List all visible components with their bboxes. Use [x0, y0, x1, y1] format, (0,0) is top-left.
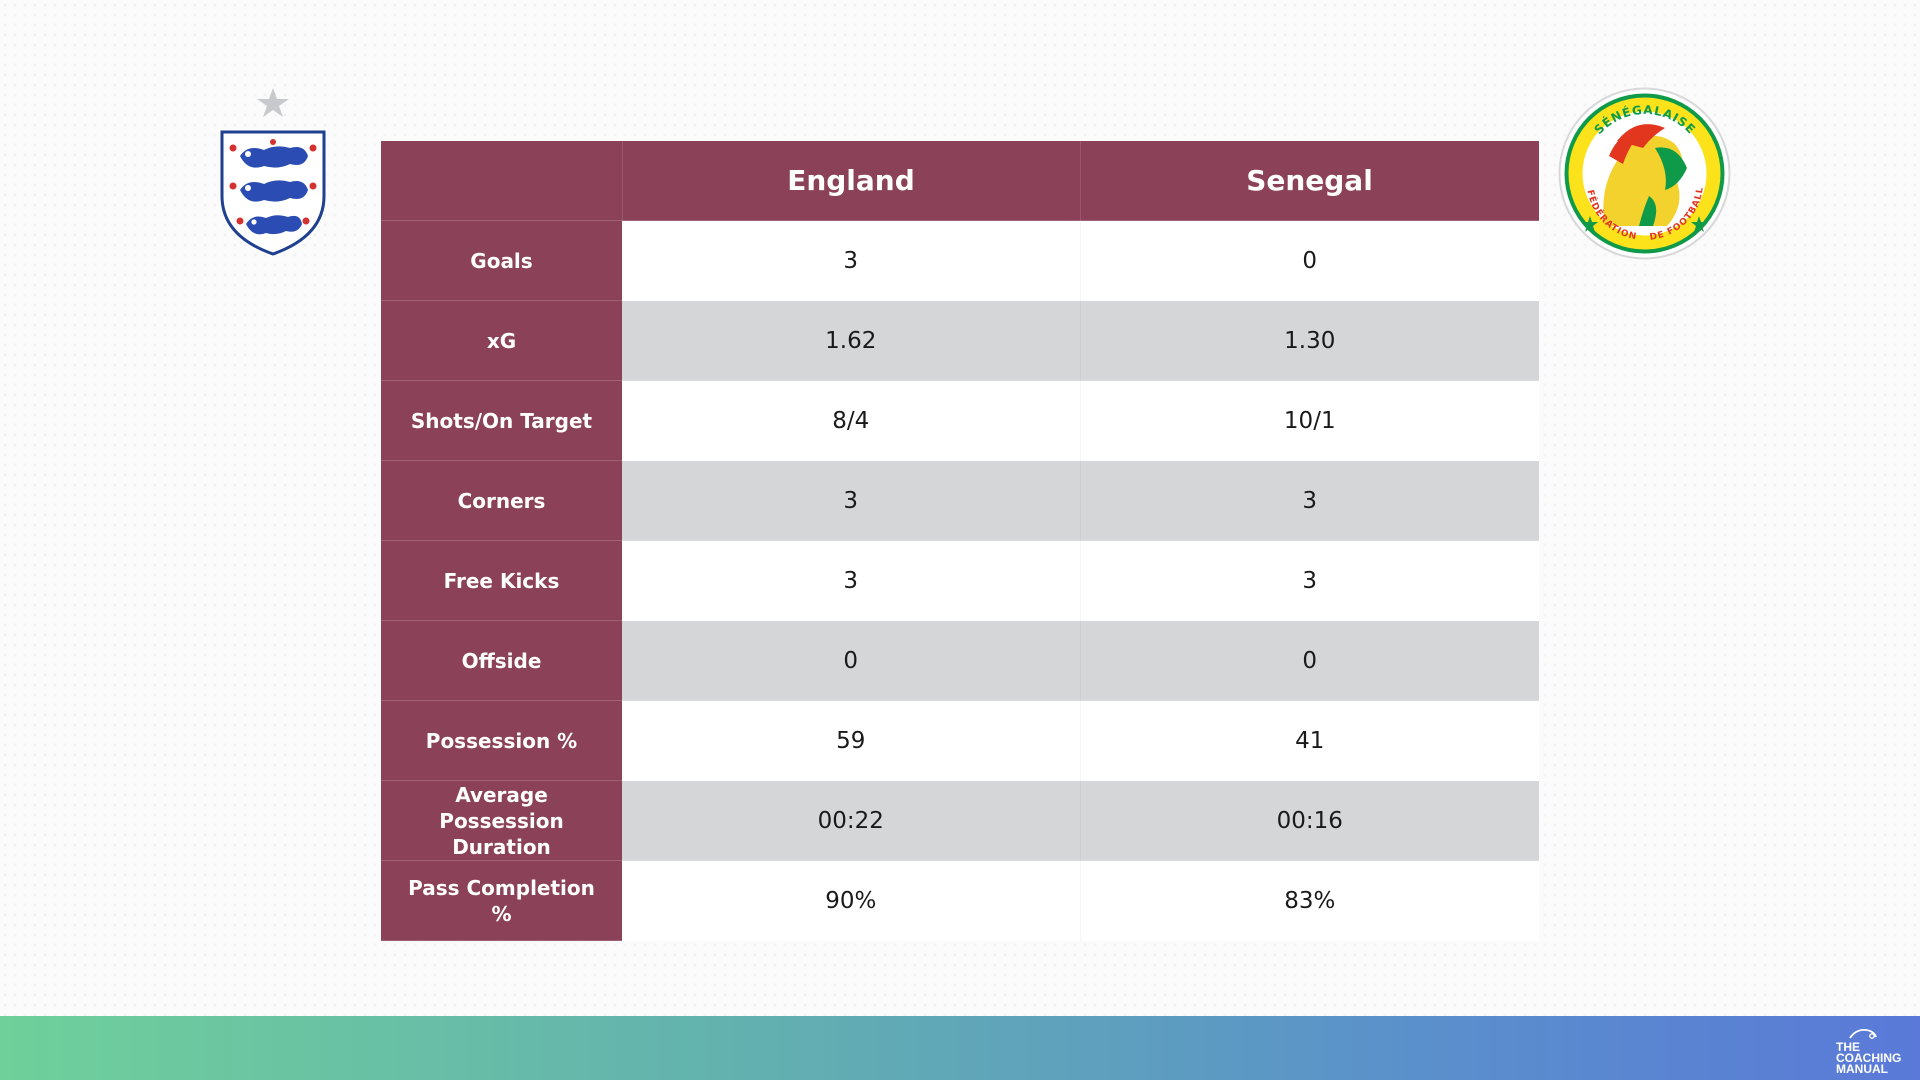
senegal-value: 0	[1080, 220, 1539, 301]
stat-label: Goals	[381, 220, 622, 301]
england-value: 8/4	[622, 380, 1081, 461]
stat-label: Shots/On Target	[381, 380, 622, 461]
header-blank-cell	[381, 141, 623, 221]
england-value: 59	[622, 700, 1081, 781]
logo-text: THE COACHING MANUAL	[1836, 1040, 1902, 1076]
england-value: 3	[622, 540, 1081, 621]
table-row: xG 1.62 1.30	[381, 300, 1539, 381]
table-row: Pass Completion % 90% 83%	[381, 860, 1539, 941]
table-row: Possession % 59 41	[381, 700, 1539, 781]
header-senegal: Senegal	[1080, 141, 1540, 221]
table-row: Average Possession Duration 00:22 00:16	[381, 780, 1539, 861]
senegal-value: 3	[1080, 540, 1539, 621]
table-row: Offside 0 0	[381, 620, 1539, 701]
table-row: Corners 3 3	[381, 460, 1539, 541]
stat-label: Free Kicks	[381, 540, 622, 621]
table-row: Goals 3 0	[381, 220, 1539, 301]
england-value: 3	[622, 460, 1081, 541]
stat-label: Corners	[381, 460, 622, 541]
england-value: 00:22	[622, 780, 1081, 861]
senegal-value: 10/1	[1080, 380, 1539, 461]
whistle-icon	[1849, 1029, 1877, 1039]
senegal-value: 3	[1080, 460, 1539, 541]
senegal-value: 00:16	[1080, 780, 1539, 861]
stat-label: Pass Completion %	[381, 860, 622, 941]
stat-label: Offside	[381, 620, 622, 701]
senegal-value: 83%	[1080, 860, 1539, 941]
england-value: 0	[622, 620, 1081, 701]
table-row: Shots/On Target 8/4 10/1	[381, 380, 1539, 461]
stat-label: xG	[381, 300, 622, 381]
header-england: England	[622, 141, 1081, 221]
senegal-value: 1.30	[1080, 300, 1539, 381]
senegal-value: 41	[1080, 700, 1539, 781]
table-row: Free Kicks 3 3	[381, 540, 1539, 621]
table-header-row: England Senegal	[381, 141, 1540, 221]
england-crest-icon	[218, 86, 328, 256]
match-stats-table: England Senegal Goals 3 0 xG 1.62 1.30 S…	[381, 141, 1540, 941]
stat-label: Possession %	[381, 700, 622, 781]
england-value: 90%	[622, 860, 1081, 941]
senegal-crest-icon: SÉNÉGALAISE FÉDÉRATION DE FOOTBALL	[1557, 86, 1732, 261]
england-value: 3	[622, 220, 1081, 301]
england-value: 1.62	[622, 300, 1081, 381]
senegal-value: 0	[1080, 620, 1539, 701]
coaching-manual-logo: THE COACHING MANUAL	[1830, 1028, 1908, 1076]
stat-label: Average Possession Duration	[381, 780, 622, 861]
footer-bar: THE COACHING MANUAL	[0, 1016, 1920, 1080]
